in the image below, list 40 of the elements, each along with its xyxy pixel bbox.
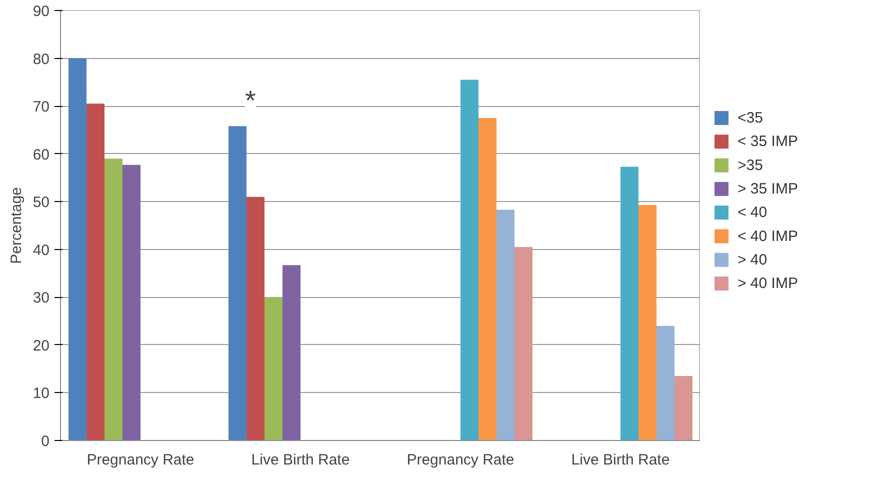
bar bbox=[282, 265, 300, 440]
bar bbox=[638, 204, 656, 440]
y-tick-label: 20 bbox=[32, 337, 50, 354]
y-tick-label: 70 bbox=[32, 98, 50, 116]
bar bbox=[496, 210, 514, 440]
bar bbox=[104, 158, 122, 440]
y-tick-label: 50 bbox=[32, 194, 50, 212]
y-axis-title: Percentage bbox=[8, 187, 25, 264]
legend-label: < 40 IMP bbox=[738, 228, 798, 245]
bar bbox=[264, 297, 282, 440]
legend-label: < 40 bbox=[738, 204, 768, 222]
legend-label: > 35 IMP bbox=[738, 180, 798, 198]
bar bbox=[68, 58, 86, 440]
bar bbox=[246, 196, 264, 440]
x-tick-label: Pregnancy Rate bbox=[406, 452, 514, 468]
bar bbox=[674, 376, 692, 440]
bar bbox=[86, 104, 104, 440]
bar bbox=[514, 247, 532, 440]
y-tick-label: 80 bbox=[32, 50, 50, 68]
bar bbox=[228, 126, 246, 440]
x-tick-label: Live Birth Rate bbox=[251, 452, 350, 468]
legend-label: >35 bbox=[738, 156, 763, 174]
x-tick-label: Live Birth Rate bbox=[571, 452, 670, 468]
legend-label: <35 bbox=[738, 110, 763, 126]
bar bbox=[620, 166, 638, 440]
bar bbox=[656, 326, 674, 440]
bar bbox=[122, 164, 140, 440]
bar bbox=[478, 118, 496, 440]
legend-label: > 40 IMP bbox=[738, 275, 798, 292]
bar bbox=[460, 80, 478, 440]
legend-label: < 35 IMP bbox=[738, 133, 798, 150]
legend-label: > 40 bbox=[738, 251, 768, 268]
y-tick-label: 90 bbox=[32, 3, 50, 20]
y-tick-label: 30 bbox=[32, 290, 50, 307]
y-tick-label: 60 bbox=[32, 146, 50, 164]
x-tick-label: Pregnancy Rate bbox=[86, 452, 194, 468]
y-tick-label: 40 bbox=[32, 242, 50, 259]
y-tick-label: 10 bbox=[32, 385, 50, 402]
annotation: * bbox=[245, 85, 256, 116]
y-tick-label: 0 bbox=[41, 433, 50, 450]
